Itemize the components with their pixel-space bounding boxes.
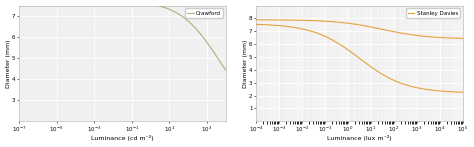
X-axis label: Luminance (cd m⁻²): Luminance (cd m⁻²) [91, 135, 154, 141]
Y-axis label: Diameter (mm): Diameter (mm) [243, 39, 247, 88]
X-axis label: Luminance (lux m⁻²): Luminance (lux m⁻²) [327, 135, 392, 141]
Legend: Crawford: Crawford [185, 8, 223, 18]
Legend: Stanley Davies: Stanley Davies [406, 8, 460, 18]
Y-axis label: Diameter (mm): Diameter (mm) [6, 39, 10, 88]
